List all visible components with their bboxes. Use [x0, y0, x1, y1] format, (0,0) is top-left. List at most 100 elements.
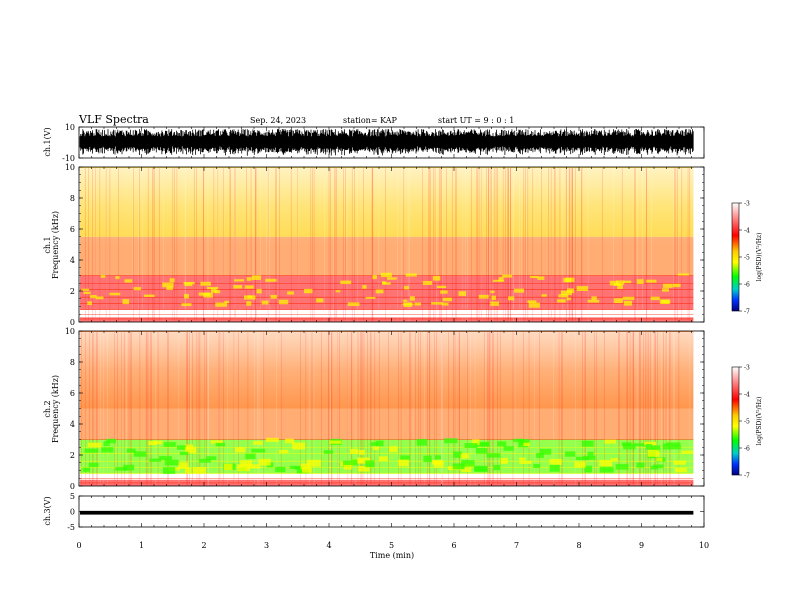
ch2-green-blob	[133, 451, 147, 457]
ch1-yellow-blob	[166, 286, 173, 290]
ch2-green-blob	[461, 460, 475, 467]
colorbar-tick-label: -4	[744, 392, 750, 399]
ch2-green-blob	[177, 462, 189, 469]
ch1-yellow-blob	[436, 285, 447, 289]
ch1-yellow-blob	[490, 301, 500, 306]
ch1-yellow-blob	[650, 296, 660, 301]
ch2-green-blob	[358, 449, 366, 455]
ch1-yellow-blob	[270, 294, 277, 299]
ch2-high-freq-fade	[80, 332, 694, 410]
y-tick-label: -10	[62, 154, 75, 163]
x-tick-label: 3	[264, 541, 269, 550]
ch1-yellow-blob	[335, 290, 341, 293]
ch2-green-blob	[149, 458, 162, 462]
ch1-yellow-blob	[246, 301, 252, 306]
ch2-green-blob	[206, 456, 217, 460]
ch2-green-blob	[587, 451, 594, 457]
ch2-green-blob	[240, 460, 252, 467]
ch1-yellow-blob	[382, 282, 391, 285]
ch2-green-blob	[275, 466, 286, 473]
ch1-yellow-blob	[409, 296, 415, 301]
ch2-green-blob	[471, 439, 480, 445]
ch2-green-blob	[358, 466, 370, 472]
y-tick-label: 6	[70, 225, 75, 234]
ch1-yellow-blob	[609, 280, 618, 286]
ch2-green-blob	[519, 439, 530, 445]
ch2-green-blob	[486, 453, 501, 458]
ch2-green-blob	[518, 442, 528, 448]
y-tick-label: 4	[70, 256, 75, 265]
ch1-yellow-blob	[233, 285, 243, 289]
date-label: Sep. 24, 2023	[250, 116, 306, 125]
ch2-green-blob	[539, 448, 552, 455]
ch2-green-blob	[289, 465, 300, 469]
ch2-green-blob	[497, 441, 507, 447]
ch2-green-blob	[285, 438, 294, 444]
ch2-green-blob	[461, 468, 472, 473]
ch1-yellow-blob	[278, 299, 289, 305]
ch2-green-blob	[370, 442, 378, 446]
ch2-green-blob	[549, 464, 560, 472]
ch2-green-blob	[599, 466, 614, 473]
y-tick-label: 8	[70, 194, 75, 203]
ch2-green-blob	[599, 459, 613, 467]
ch1-yellow-blob	[508, 296, 515, 301]
ch1-spectrogram-ylabel-channel: ch.1	[43, 236, 52, 253]
ch2-green-blob	[400, 455, 410, 461]
ch2-green-blob	[101, 447, 114, 453]
ch2-green-blob	[644, 441, 657, 446]
colorbar-tick-label: -3	[744, 201, 750, 208]
ch1-yellow-blob	[372, 274, 377, 280]
ch2-green-blob	[480, 441, 490, 447]
ch2-green-blob	[581, 440, 594, 447]
ch1-yellow-blob	[541, 294, 547, 297]
ch2-green-blob	[88, 462, 99, 468]
ch1-colorbar	[731, 202, 740, 312]
ch2-spectrogram-ylabel-freq: Frequency (kHz)	[51, 375, 60, 443]
ch2-green-blob	[357, 457, 371, 464]
ch1-yellow-blob	[365, 296, 376, 299]
ch1-high-freq-fade	[80, 168, 694, 246]
ch1-yellow-blob	[615, 280, 625, 285]
ch1-yellow-blob	[432, 275, 441, 281]
ch1-yellow-blob	[162, 282, 174, 288]
ch2-green-blob	[473, 466, 487, 472]
ch2-green-blob	[503, 446, 514, 451]
ch2-green-blob	[159, 456, 172, 460]
ch2-green-blob	[623, 443, 636, 450]
ch1-colorbar-label: log(PSD)(V²/Hz)	[756, 233, 763, 282]
ch2-green-blob	[645, 443, 653, 450]
ch1-yellow-blob	[404, 285, 409, 290]
ch1-yellow-blob	[558, 294, 569, 298]
start-time-label: start UT = 9 : 0 : 1	[438, 116, 514, 125]
ch1-yellow-blob	[498, 277, 504, 282]
ch1-yellow-blob	[442, 297, 453, 302]
ch1-yellow-blob	[587, 299, 600, 303]
x-tick-label: 7	[514, 541, 519, 550]
ch1-yellow-blob	[576, 286, 589, 291]
ch1-yellow-blob	[386, 277, 397, 280]
ch2-green-blob	[610, 458, 618, 462]
ch1-yellow-blob	[560, 290, 573, 296]
ch1-waveform-ylabel: ch.1(V)	[43, 127, 52, 156]
y-tick-label: 6	[70, 389, 75, 398]
x-tick-label: 10	[699, 541, 709, 550]
ch1-yellow-blob	[124, 279, 133, 283]
ch1-yellow-blob	[215, 302, 228, 307]
ch2-green-blob	[493, 464, 501, 471]
ch1-yellow-blob	[402, 303, 414, 306]
ch2-green-blob	[198, 458, 211, 463]
x-tick-label: 2	[201, 541, 206, 550]
station-label: station= KAP	[343, 116, 398, 125]
ch1-yellow-blob	[623, 280, 632, 284]
ch1-yellow-blob	[672, 283, 681, 288]
ch2-green-blob	[634, 443, 646, 447]
ch1-yellow-blob	[414, 302, 422, 306]
ch2-colorbar-label: log(PSD)(V²/Hz)	[756, 397, 763, 446]
colorbar-tick-label: -5	[744, 255, 750, 262]
ch2-green-blob	[343, 465, 352, 470]
ch1-yellow-blob	[100, 274, 106, 278]
ch2-green-blob	[153, 440, 163, 445]
ch2-green-blob	[258, 458, 271, 466]
ch2-green-blob	[523, 442, 530, 447]
